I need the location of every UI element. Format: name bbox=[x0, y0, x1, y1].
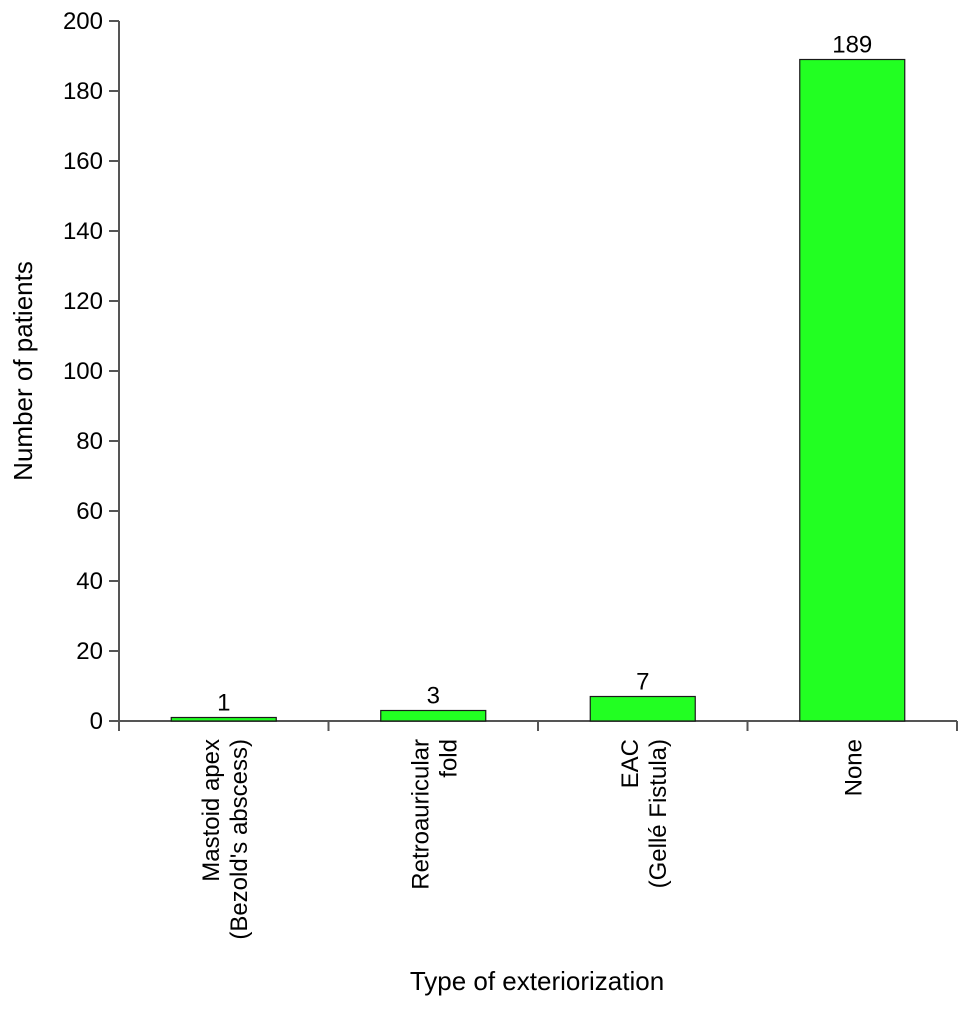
x-tick-label: Retroauricular fold bbox=[407, 739, 462, 890]
y-tick-label: 0 bbox=[90, 708, 103, 735]
y-tick-label: 160 bbox=[63, 148, 103, 175]
labels: 1 Mastoid apex (Bezold's abscess) 3 Retroaur… bbox=[198, 32, 873, 940]
data-label: 7 bbox=[636, 669, 649, 696]
y-tick-label: 180 bbox=[63, 78, 103, 105]
x-tick-label-line: Mastoid apex bbox=[198, 739, 225, 882]
y-axis-title: Number of patients bbox=[8, 261, 38, 481]
bars bbox=[170, 58, 906, 722]
x-tick-label: EAC (Gellé Fistula) bbox=[617, 739, 672, 888]
y-tick-label: 60 bbox=[76, 498, 103, 525]
axes: 0 20 40 60 80 100 120 140 160 180 200 bbox=[63, 8, 958, 735]
y-tick-label: 40 bbox=[76, 568, 103, 595]
x-tick-label-line: (Gellé Fistula) bbox=[645, 739, 672, 888]
y-tick-label: 120 bbox=[63, 288, 103, 315]
x-tick-label-line: None bbox=[840, 739, 867, 796]
data-label: 3 bbox=[427, 683, 440, 710]
x-tick-label-line: Retroauricular bbox=[407, 739, 434, 890]
y-tick-label: 200 bbox=[63, 8, 103, 35]
x-tick-label-line: EAC bbox=[617, 739, 644, 788]
bar bbox=[589, 695, 696, 722]
bar bbox=[380, 709, 487, 722]
bar bbox=[799, 58, 906, 722]
x-tick-label: Mastoid apex (Bezold's abscess) bbox=[198, 739, 253, 940]
x-tick-label-line: fold bbox=[435, 739, 462, 778]
x-axis-title: Type of exteriorization bbox=[410, 966, 664, 996]
y-tick-label: 140 bbox=[63, 218, 103, 245]
x-tick-label: None bbox=[840, 739, 867, 796]
y-tick-label: 20 bbox=[76, 638, 103, 665]
bar bbox=[170, 716, 277, 722]
y-tick-label: 100 bbox=[63, 358, 103, 385]
x-tick-label-line: (Bezold's abscess) bbox=[226, 739, 253, 940]
data-label: 189 bbox=[832, 32, 872, 59]
y-tick-label: 80 bbox=[76, 428, 103, 455]
data-label: 1 bbox=[217, 690, 230, 717]
